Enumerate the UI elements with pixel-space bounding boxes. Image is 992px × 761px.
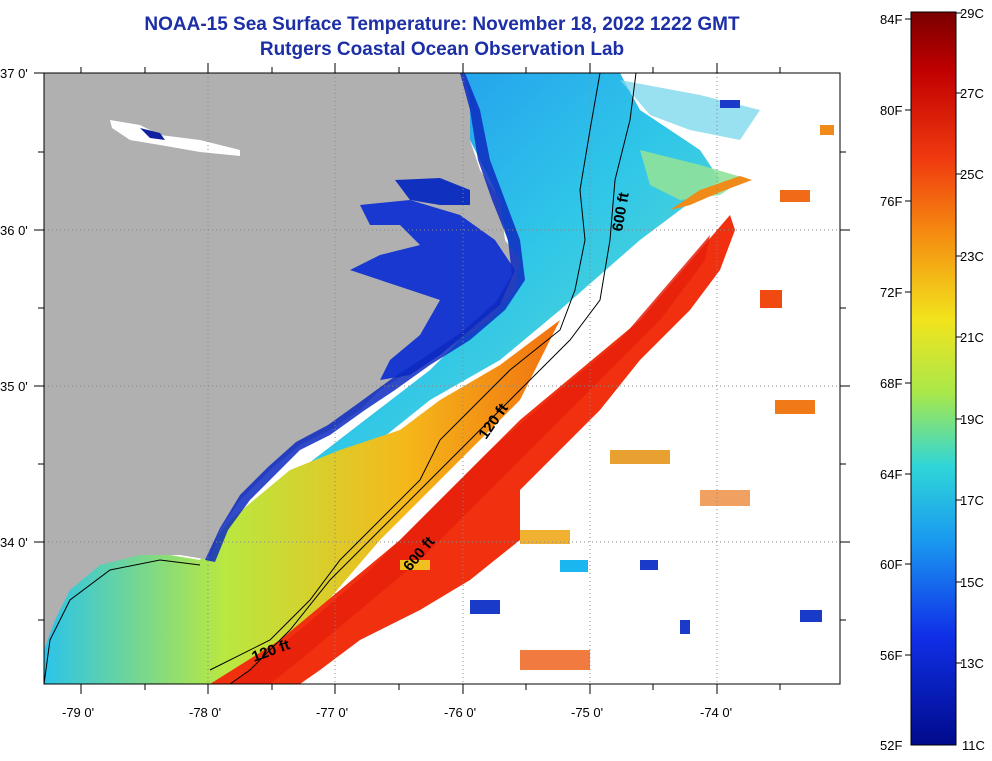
cb-f-80: 80F (880, 103, 903, 118)
cb-f-64: 64F (880, 467, 903, 482)
map-title: NOAA-15 Sea Surface Temperature: Novembe… (144, 14, 740, 35)
lon-label-75: -75 0' (571, 705, 604, 720)
contour-label-600ft-north: 600 ft (609, 191, 633, 233)
lon-label-76: -76 0' (444, 705, 477, 720)
offshore-patches (400, 100, 834, 670)
pamlico-sound (350, 200, 515, 380)
cb-c-21: 21C (960, 330, 984, 345)
cb-f-72: 72F (880, 285, 903, 300)
albemarle-sound (395, 178, 470, 205)
cb-c-27: 27C (960, 86, 984, 101)
lat-label-37: 37 0' (0, 66, 28, 81)
cb-f-84: 84F (880, 12, 903, 27)
cb-c-11: 11C (962, 738, 985, 753)
colorbar (910, 11, 957, 746)
lat-label-35: 35 0' (0, 379, 28, 394)
lat-label-34: 34 0' (0, 535, 28, 550)
southern-shelf-water (44, 320, 560, 684)
lon-label-78: -78 0' (189, 705, 222, 720)
lon-label-74: -74 0' (700, 705, 733, 720)
lon-label-79: -79 0' (62, 705, 95, 720)
map-subtitle: Rutgers Coastal Ocean Observation Lab (259, 39, 625, 60)
cb-f-52: 52F (880, 738, 903, 753)
cb-f-60: 60F (880, 557, 903, 572)
warm-streak (670, 176, 752, 210)
cb-c-23: 23C (960, 249, 984, 264)
cb-c-13: 13C (960, 656, 984, 671)
cb-c-25: 25C (960, 167, 984, 182)
graticule (44, 73, 840, 684)
cb-f-76: 76F (880, 194, 903, 209)
map-frame (43, 72, 841, 685)
cb-c-19: 19C (960, 412, 984, 427)
bathymetry-contours (44, 73, 637, 684)
cb-f-56: 56F (880, 648, 903, 663)
lat-label-36: 36 0' (0, 223, 28, 238)
lon-label-77: -77 0' (316, 705, 349, 720)
cool-patches (620, 80, 760, 140)
cb-f-68: 68F (880, 376, 903, 391)
river-dark (140, 128, 165, 140)
coastal-dark-fringe (205, 73, 525, 562)
lat-ticks (34, 72, 850, 621)
cb-c-29: 29C (960, 6, 984, 21)
cb-c-17: 17C (960, 493, 984, 508)
lon-ticks (80, 63, 781, 694)
colorbar-ticks (905, 12, 962, 664)
cb-c-15: 15C (960, 575, 984, 590)
